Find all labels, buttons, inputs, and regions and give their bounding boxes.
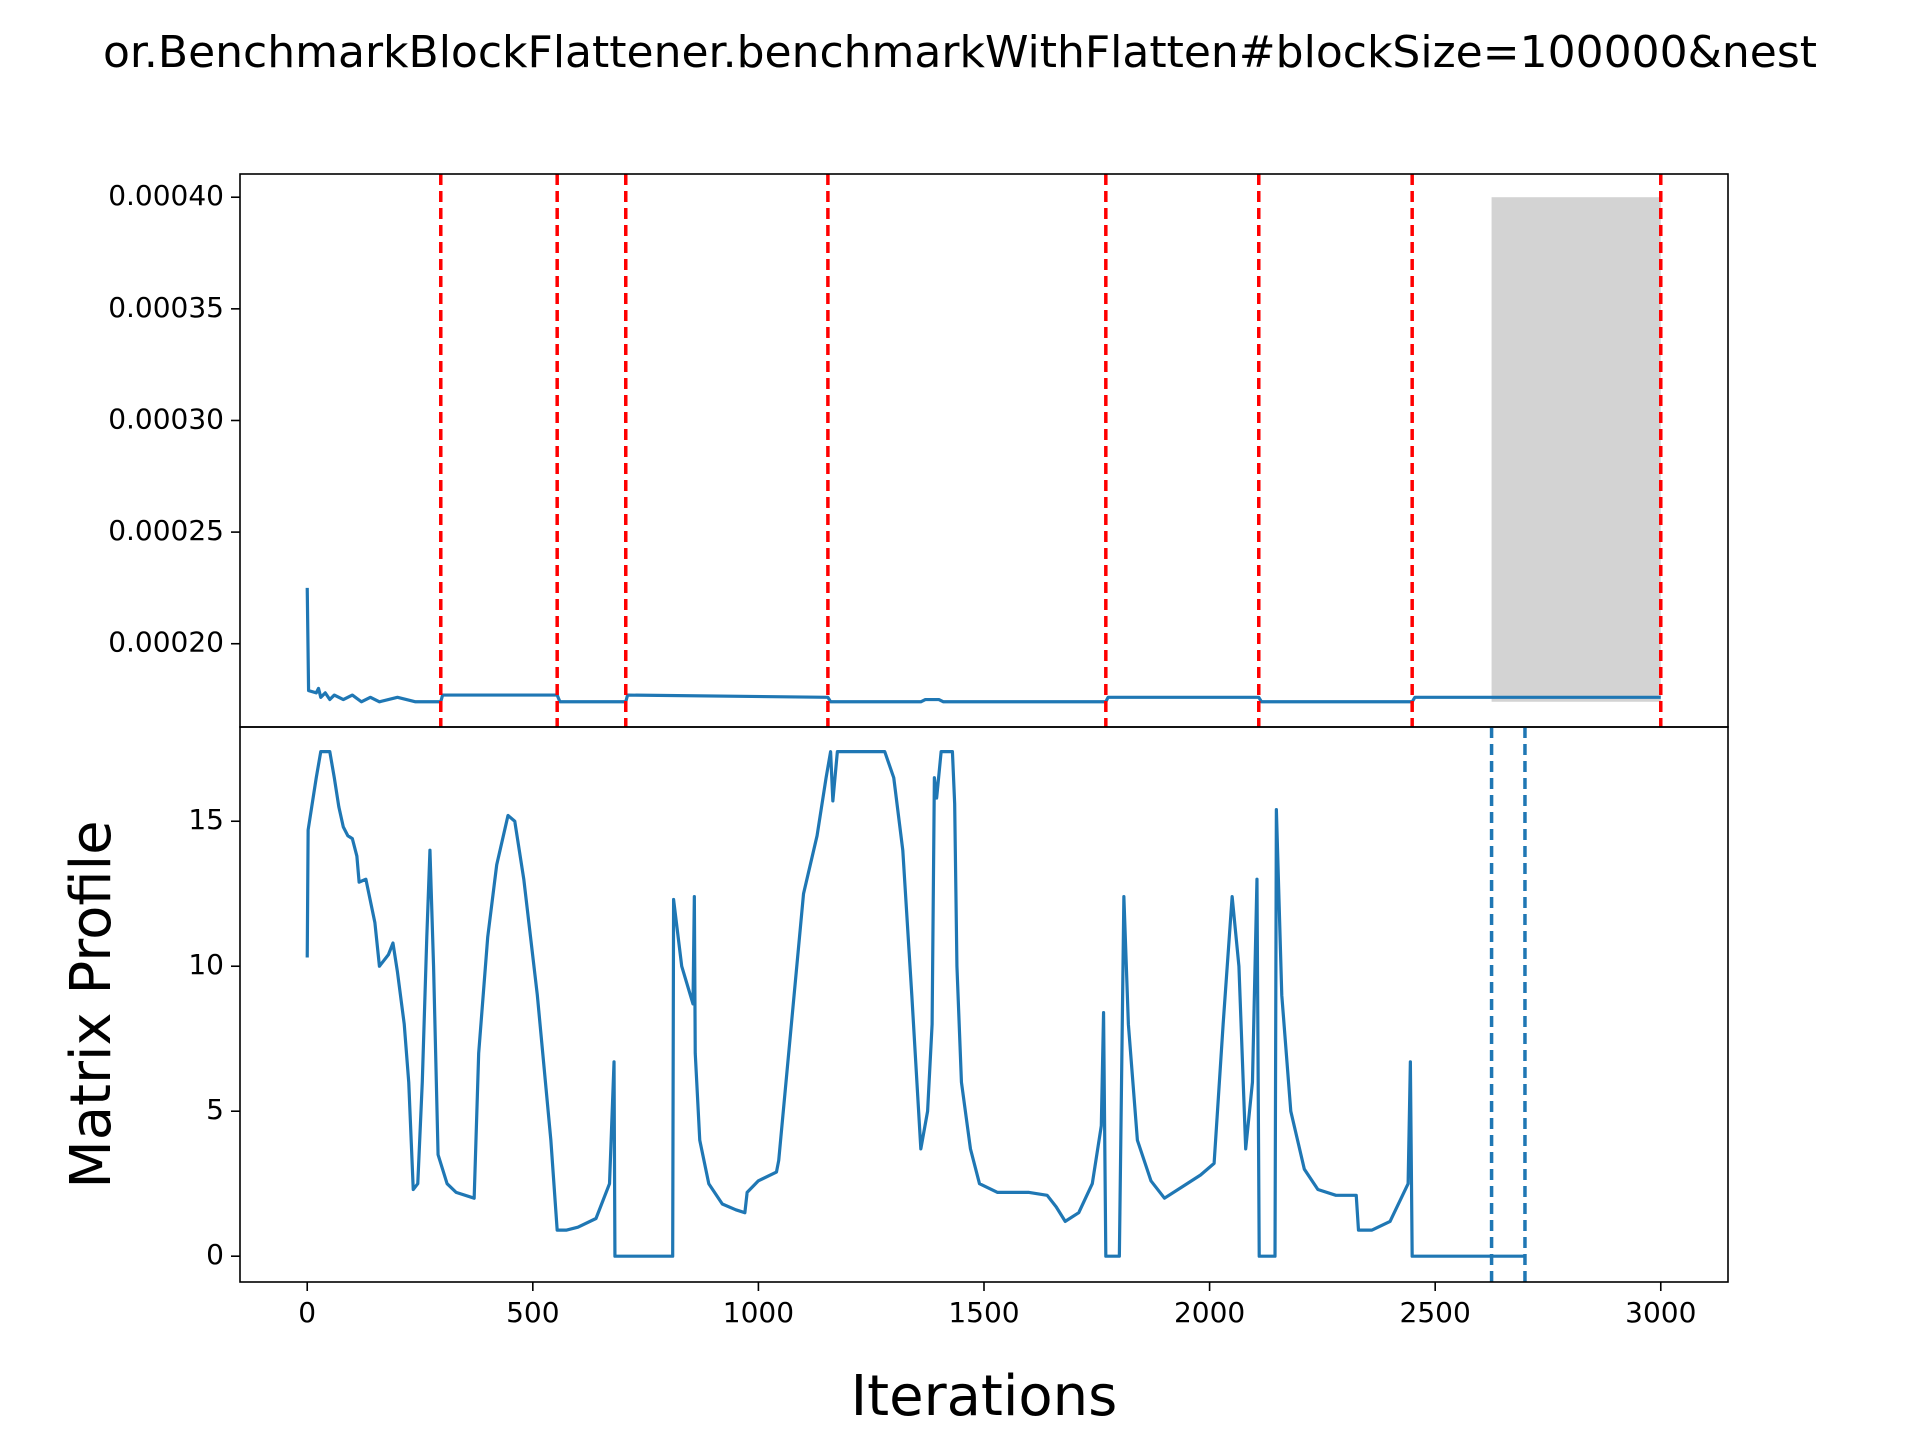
y-tick-label: 0 — [206, 1238, 224, 1271]
x-tick-label: 2500 — [1400, 1296, 1471, 1329]
chart-title: or.BenchmarkBlockFlattener.benchmarkWith… — [103, 27, 1817, 78]
data-line — [305, 750, 1526, 1258]
highlight-span — [1491, 197, 1661, 702]
x-tick-label: 3000 — [1625, 1296, 1696, 1329]
y-tick-label: 0.00030 — [108, 402, 224, 435]
x-tick-label: 1000 — [723, 1296, 794, 1329]
x-tick-label: 1500 — [948, 1296, 1019, 1329]
y-tick-label: 5 — [206, 1093, 224, 1126]
x-tick-label: 2000 — [1174, 1296, 1245, 1329]
y-tick-label: 15 — [188, 803, 224, 836]
x-tick-label: 0 — [298, 1296, 316, 1329]
y-axis-label: Matrix Profile — [59, 820, 124, 1188]
x-axis-label: Iterations — [851, 1364, 1118, 1429]
y-tick-label: 0.00035 — [108, 291, 224, 324]
y-tick-label: 0.00020 — [108, 626, 224, 659]
y-tick-label: 0.00025 — [108, 514, 224, 547]
x-tick-label: 500 — [506, 1296, 559, 1329]
data-line — [305, 587, 1661, 704]
y-tick-label: 0.00040 — [108, 179, 224, 212]
y-tick-label: 10 — [188, 948, 224, 981]
axes-frame — [239, 726, 1729, 1283]
